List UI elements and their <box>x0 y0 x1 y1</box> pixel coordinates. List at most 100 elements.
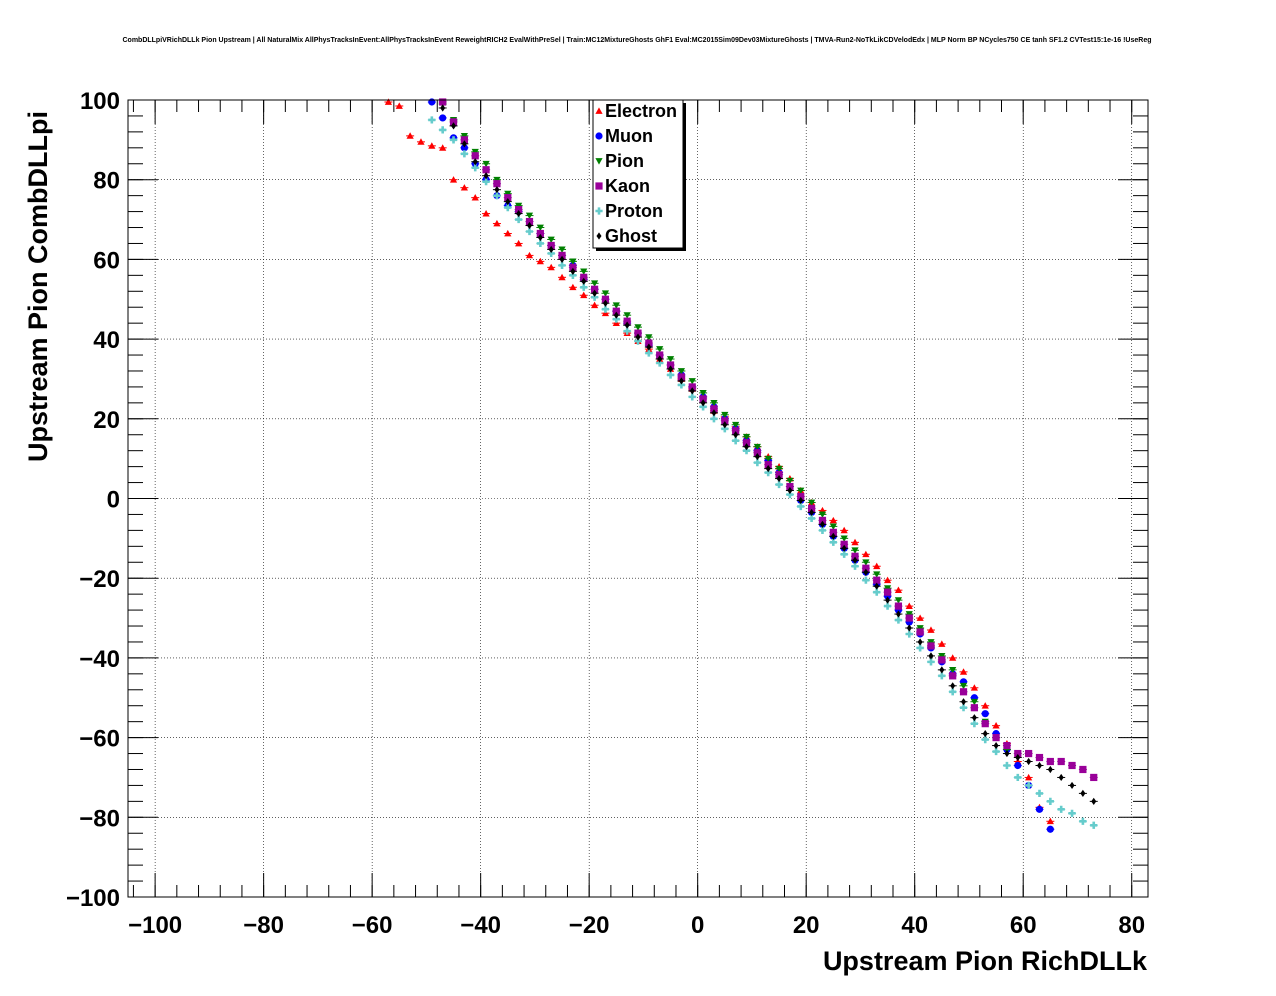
ghost-point <box>526 221 533 230</box>
pion-point <box>623 312 631 319</box>
pion-point <box>515 202 523 210</box>
proton-point <box>612 315 620 323</box>
kaon-point <box>764 461 772 469</box>
ghost-point <box>472 158 478 166</box>
ghost-point <box>657 355 663 363</box>
legend: Electron Muon Pion Kaon Proton Ghost <box>592 99 686 251</box>
electron-point <box>894 586 903 594</box>
pion-point <box>590 280 599 287</box>
electron-point <box>428 142 436 149</box>
pion-point <box>818 511 827 519</box>
kaon-point <box>666 361 675 369</box>
pion-point <box>612 302 620 309</box>
electron-point <box>384 98 393 105</box>
kaon-point <box>1046 757 1054 766</box>
electron-point <box>905 602 913 609</box>
pion-point <box>797 487 805 495</box>
data-series-layer <box>384 98 1098 833</box>
kaon-point <box>753 449 761 457</box>
proton-point <box>873 588 881 596</box>
electron-point <box>840 526 848 534</box>
proton-point <box>590 293 599 301</box>
electron-point <box>406 132 414 139</box>
pion-point <box>894 597 903 604</box>
kaon-point <box>905 614 913 622</box>
y-axis-title: Upstream Pion CombDLLpi <box>23 111 53 462</box>
electron-point <box>439 144 447 151</box>
kaon-point <box>515 205 523 214</box>
electron-point <box>460 184 468 191</box>
kaon-point <box>677 373 686 381</box>
ghost-point <box>841 544 847 552</box>
ghost-point <box>874 582 880 590</box>
kaon-point <box>1079 765 1087 774</box>
electron-point <box>862 550 870 558</box>
kaon-point <box>504 194 512 202</box>
pion-point <box>569 258 577 265</box>
x-tick-label: −40 <box>460 912 501 939</box>
legend-box <box>592 99 684 249</box>
pion-point <box>883 585 892 592</box>
proton-point <box>569 271 577 279</box>
proton-point <box>547 249 555 258</box>
pion-point <box>840 535 848 542</box>
ghost-point <box>993 741 999 750</box>
electron-point <box>569 283 577 291</box>
ghost-point <box>1036 761 1043 770</box>
electron-point <box>992 722 1000 729</box>
proton-point <box>493 192 501 200</box>
kaon-point <box>601 295 610 303</box>
kaon-point <box>590 285 599 293</box>
ghost-point <box>863 568 869 576</box>
electron-point <box>916 614 924 621</box>
muon-point <box>428 98 436 106</box>
pion-point <box>580 268 588 275</box>
y-tick-label: 80 <box>93 168 120 195</box>
kaon-point <box>1068 761 1076 770</box>
kaon-point <box>786 482 794 491</box>
kaon-point <box>1035 753 1044 762</box>
kaon-point <box>1025 749 1033 758</box>
proton-point <box>764 468 772 477</box>
kaon-point <box>883 588 892 596</box>
electron-point <box>558 273 566 281</box>
x-axis-title: Upstream Pion RichDLLk <box>823 946 1148 976</box>
pion-point <box>970 698 978 706</box>
muon-point <box>1035 805 1044 813</box>
y-tick-label: 40 <box>93 327 120 354</box>
kaon-point <box>721 417 729 425</box>
proton-point <box>525 227 534 236</box>
chart-title: CombDLLpiVRichDLLk Pion Upstream | All N… <box>122 37 1151 44</box>
ghost-point <box>559 255 565 263</box>
ghost-point <box>537 233 543 242</box>
electron-point <box>1025 773 1033 781</box>
ghost-point <box>787 486 793 495</box>
pion-point <box>656 346 664 353</box>
ghost-point <box>678 377 684 385</box>
proton-point <box>645 349 653 357</box>
pion-point <box>536 224 544 232</box>
kaon-point <box>1014 749 1022 758</box>
kaon-point <box>981 720 989 728</box>
proton-point <box>905 630 913 638</box>
kaon-point <box>493 180 501 188</box>
kaon-point <box>927 642 935 650</box>
legend-marker-electron <box>595 107 603 114</box>
kaon-point <box>938 656 946 664</box>
ghost-point <box>570 267 576 275</box>
pion-point <box>959 682 968 690</box>
ghost-point <box>1058 773 1064 782</box>
proton-point <box>688 393 696 401</box>
proton-point <box>666 371 675 379</box>
proton-point <box>1014 773 1022 782</box>
pion-point <box>927 639 935 646</box>
proton-point <box>699 403 707 411</box>
pion-point <box>460 132 468 140</box>
legend-marker-muon <box>595 132 603 140</box>
kaon-point <box>482 166 490 174</box>
proton-point <box>460 150 468 158</box>
kaon-point <box>873 576 881 584</box>
muon-point <box>1046 825 1054 833</box>
proton-point <box>818 526 827 534</box>
kaon-point <box>569 263 577 271</box>
